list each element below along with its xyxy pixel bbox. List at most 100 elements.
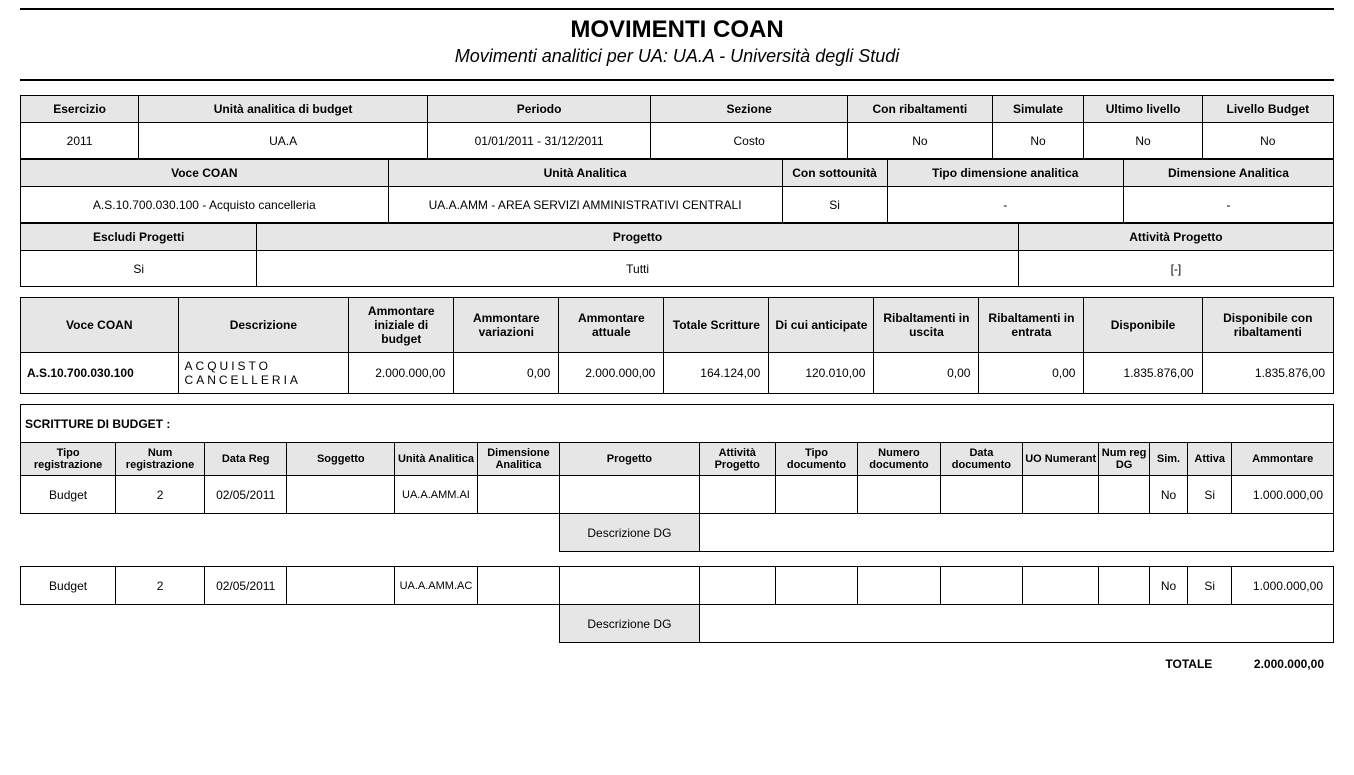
hdr-disp-rib: Disponibile con ribaltamenti (1202, 298, 1333, 353)
desc-dg-label: Descrizione DG (560, 514, 700, 552)
hdr-unita-an: Unità Analitica (388, 160, 782, 187)
val-attivita: [-] (1018, 251, 1333, 287)
bcell-num-reg-dg (1099, 476, 1150, 514)
hdr-variazioni: Ammontare variazioni (454, 298, 559, 353)
hdr-rib-uscita: Ribaltamenti in uscita (874, 298, 979, 353)
hdr-disponibile: Disponibile (1084, 298, 1202, 353)
bcell-tipo-reg: Budget (21, 567, 116, 605)
bcell-unita-an: UA.A.AMM.AI (395, 476, 477, 514)
bcell-dim-an (477, 476, 559, 514)
val-ribaltamenti: No (848, 123, 992, 159)
params-table-1: Esercizio Unità analitica di budget Peri… (20, 95, 1334, 159)
bhdr-tipo-reg: Tipo registrazione (21, 443, 116, 476)
val-tipo-dim: - (887, 187, 1123, 223)
hdr-descr: Descrizione (178, 298, 349, 353)
bcell-att-prog (699, 567, 775, 605)
cell-anticipate: 120.010,00 (769, 353, 874, 394)
amount-row: A.S.10.700.030.100 ACQUISTO CANCELLERIA … (21, 353, 1334, 394)
cell-scritture: 164.124,00 (664, 353, 769, 394)
val-dim: - (1123, 187, 1333, 223)
val-livello: No (1202, 123, 1333, 159)
bcell-tipo-doc (775, 476, 857, 514)
hdr-progetto: Progetto (257, 224, 1019, 251)
hdr-dim: Dimensione Analitica (1123, 160, 1333, 187)
cell-variazioni: 0,00 (454, 353, 559, 394)
bcell-data-doc (940, 476, 1022, 514)
hdr-attivita: Attività Progetto (1018, 224, 1333, 251)
bcell-progetto (560, 476, 700, 514)
desc-dg-value (699, 514, 1333, 552)
val-unita-an: UA.A.AMM - AREA SERVIZI AMMINISTRATIVI C… (388, 187, 782, 223)
hdr-periodo: Periodo (428, 96, 651, 123)
bcell-sim: No (1149, 476, 1187, 514)
hdr-sottounita: Con sottounità (782, 160, 887, 187)
budget-table-2: Budget 2 02/05/2011 UA.A.AMM.AC No Si 1.… (20, 566, 1334, 643)
bcell-data-doc (940, 567, 1022, 605)
bhdr-unita-an: Unità Analitica (395, 443, 477, 476)
bhdr-soggetto: Soggetto (287, 443, 395, 476)
hdr-livello: Livello Budget (1202, 96, 1333, 123)
under-rule (20, 79, 1334, 81)
hdr-unita: Unità analitica di budget (139, 96, 428, 123)
bcell-num-reg: 2 (116, 476, 205, 514)
bcell-att-prog (699, 476, 775, 514)
hdr-iniziale: Ammontare iniziale di budget (349, 298, 454, 353)
val-voce-coan: A.S.10.700.030.100 - Acquisto cancelleri… (21, 187, 389, 223)
bhdr-tipo-doc: Tipo documento (775, 443, 857, 476)
desc-dg-row: Descrizione DG (21, 514, 1334, 552)
bhdr-num-reg: Num registrazione (116, 443, 205, 476)
bcell-tipo-reg: Budget (21, 476, 116, 514)
bhdr-attiva: Attiva (1188, 443, 1232, 476)
hdr-sezione: Sezione (651, 96, 848, 123)
hdr-voce: Voce COAN (21, 298, 179, 353)
budget-table: SCRITTURE DI BUDGET : Tipo registrazione… (20, 404, 1334, 552)
val-periodo: 01/01/2011 - 31/12/2011 (428, 123, 651, 159)
val-esercizio: 2011 (21, 123, 139, 159)
page-subtitle: Movimenti analitici per UA: UA.A - Unive… (20, 46, 1334, 67)
bcell-dim-an (477, 567, 559, 605)
val-sezione: Costo (651, 123, 848, 159)
bhdr-ammontare: Ammontare (1232, 443, 1334, 476)
hdr-attuale: Ammontare attuale (559, 298, 664, 353)
params-table-3: Escludi Progetti Progetto Attività Proge… (20, 223, 1334, 287)
cell-rib-entrata: 0,00 (979, 353, 1084, 394)
totale-value: 2.000.000,00 (1222, 651, 1334, 677)
bcell-num-doc (858, 567, 940, 605)
hdr-anticipate: Di cui anticipate (769, 298, 874, 353)
bhdr-num-doc: Numero documento (858, 443, 940, 476)
bcell-num-doc (858, 476, 940, 514)
params-table-2: Voce COAN Unità Analitica Con sottounità… (20, 159, 1334, 223)
title-block: MOVIMENTI COAN Movimenti analitici per U… (20, 14, 1334, 73)
bhdr-data-reg: Data Reg (204, 443, 286, 476)
val-unita: UA.A (139, 123, 428, 159)
budget-row: Budget 2 02/05/2011 UA.A.AMM.AC No Si 1.… (21, 567, 1334, 605)
bcell-soggetto (287, 476, 395, 514)
cell-disp-rib: 1.835.876,00 (1202, 353, 1333, 394)
totale-label: TOTALE (1117, 651, 1222, 677)
desc-dg-label: Descrizione DG (560, 605, 700, 643)
hdr-rib-entrata: Ribaltamenti in entrata (979, 298, 1084, 353)
bcell-attiva: Si (1188, 567, 1232, 605)
cell-voce: A.S.10.700.030.100 (21, 353, 179, 394)
bhdr-num-reg-dg: Num reg DG (1099, 443, 1150, 476)
val-ultimo: No (1084, 123, 1202, 159)
bhdr-progetto: Progetto (560, 443, 700, 476)
cell-descr: ACQUISTO CANCELLERIA (178, 353, 349, 394)
totale-wrap: TOTALE 2.000.000,00 (20, 651, 1334, 677)
bhdr-sim: Sim. (1149, 443, 1187, 476)
top-rule (20, 8, 1334, 10)
hdr-ultimo: Ultimo livello (1084, 96, 1202, 123)
hdr-tipo-dim: Tipo dimensione analitica (887, 160, 1123, 187)
page-title: MOVIMENTI COAN (20, 16, 1334, 44)
hdr-esercizio: Esercizio (21, 96, 139, 123)
val-progetto: Tutti (257, 251, 1019, 287)
bcell-tipo-doc (775, 567, 857, 605)
bcell-data-reg: 02/05/2011 (204, 476, 286, 514)
bcell-num-reg: 2 (116, 567, 205, 605)
hdr-ribaltamenti: Con ribaltamenti (848, 96, 992, 123)
cell-disponibile: 1.835.876,00 (1084, 353, 1202, 394)
bcell-uo-num (1023, 476, 1099, 514)
bcell-unita-an: UA.A.AMM.AC (395, 567, 477, 605)
bcell-ammontare: 1.000.000,00 (1232, 567, 1334, 605)
bcell-progetto (560, 567, 700, 605)
